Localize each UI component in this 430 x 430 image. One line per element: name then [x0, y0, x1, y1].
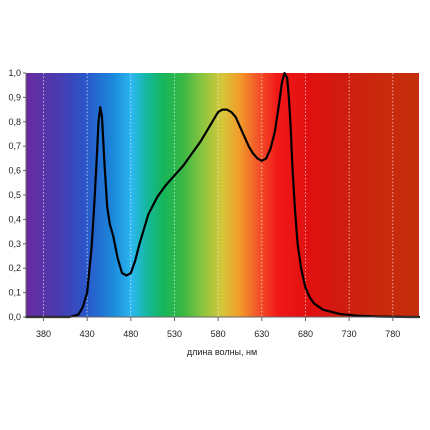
x-tick-label: 630 — [254, 329, 269, 339]
y-tick-label: 0,2 — [8, 263, 21, 273]
spectrum-curve — [24, 71, 421, 319]
x-tick-label: 430 — [80, 329, 95, 339]
y-tick-label: 0,4 — [8, 214, 21, 224]
x-axis-title: длина волны, нм — [187, 347, 257, 357]
x-tick-label: 580 — [211, 329, 226, 339]
x-tick-label: 680 — [298, 329, 313, 339]
y-tick-label: 0,1 — [8, 288, 21, 298]
x-tick-label: 380 — [36, 329, 51, 339]
y-tick-label: 0,8 — [8, 117, 21, 127]
y-tick-label: 0,7 — [8, 141, 21, 151]
x-tick-label: 780 — [385, 329, 400, 339]
y-tick-label: 1,0 — [8, 68, 21, 78]
y-tick-label: 0,9 — [8, 92, 21, 102]
y-tick-label: 0,3 — [8, 239, 21, 249]
y-tick-label: 0,6 — [8, 166, 21, 176]
y-tick-label: 0,0 — [8, 312, 21, 322]
plot-background — [26, 73, 419, 317]
x-tick-label: 480 — [123, 329, 138, 339]
x-tick-label: 530 — [167, 329, 182, 339]
y-tick-label: 0,5 — [8, 190, 21, 200]
x-tick-label: 730 — [342, 329, 357, 339]
